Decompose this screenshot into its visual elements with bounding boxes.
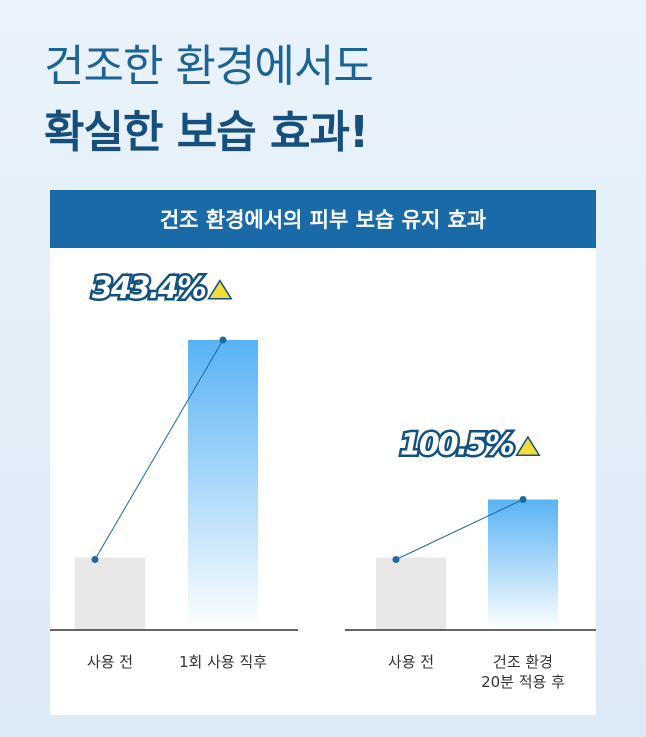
panel-title: 건조 환경에서의 피부 보습 유지 효과 [50, 190, 596, 248]
chart: 343.4% 100.5% [50, 269, 596, 631]
bar [188, 340, 258, 630]
annotation: 100.5% [400, 428, 514, 463]
x-tick-label: 사용 전 [387, 653, 435, 671]
dot [91, 556, 99, 563]
bar [376, 557, 446, 630]
bar [75, 557, 145, 630]
x-tick-label: 1회 사용 직후 [178, 653, 268, 671]
annotation: 343.4% [92, 271, 206, 306]
x-tick-label: 사용 전 [86, 653, 134, 671]
headline: 확실한 보습 효과! [44, 107, 369, 158]
x-tick-label: 건조 환경 20분 적용 후 [481, 653, 565, 691]
connector [395, 499, 524, 560]
connector [94, 339, 224, 560]
headline: 건조한 환경에서도 [44, 41, 374, 92]
up-triangle [207, 279, 233, 300]
bar [488, 499, 558, 630]
up-triangle [515, 435, 541, 456]
panel: 건조 환경에서의 피부 보습 유지 효과 343.4% 100.5% 사용 전 1회… [50, 190, 596, 715]
dot [219, 336, 227, 344]
dot [519, 496, 527, 503]
dot [392, 556, 400, 563]
